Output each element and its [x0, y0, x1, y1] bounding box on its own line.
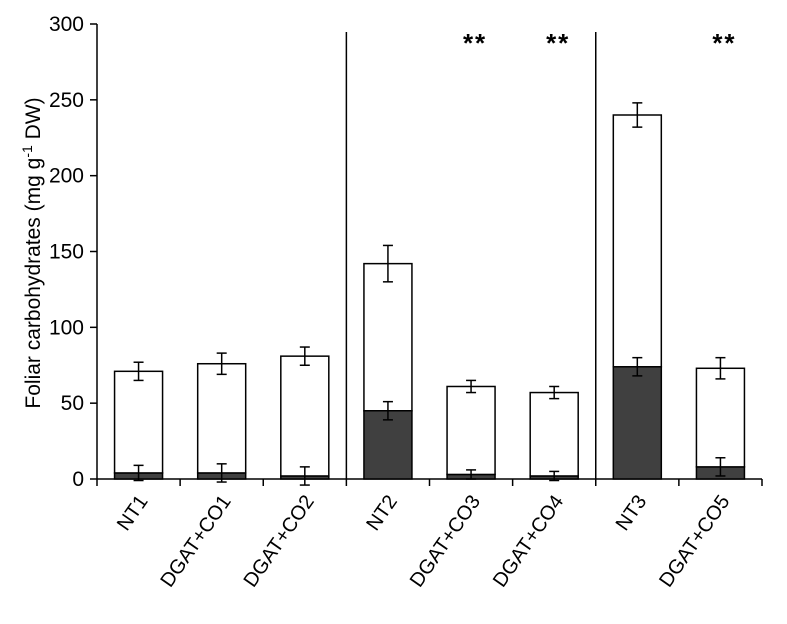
bar-segment [363, 410, 413, 480]
bars [113, 114, 746, 480]
y-tick-label: 0 [72, 468, 84, 491]
error-bars [133, 102, 726, 486]
y-tick-label: 300 [49, 13, 84, 36]
bar-segment [612, 114, 663, 368]
y-axis-title: Foliar carbohydrates (mg g-1 DW) [19, 97, 45, 408]
category-labels: NT1 DGAT+CO1 DGAT+CO2 NT2 DGAT+CO3 DGAT+CO4 NT… [113, 491, 735, 591]
y-tick-label: 150 [49, 241, 84, 264]
significance-label: ** [712, 28, 736, 58]
group-separators [345, 32, 597, 479]
bar-segment [695, 367, 746, 468]
bar-segment [280, 355, 330, 477]
category-label: DGAT+CO4 [489, 491, 568, 591]
bar-segment [612, 366, 663, 480]
category-label: NT1 [113, 491, 153, 535]
category-label: DGAT+CO3 [406, 491, 485, 591]
y-tick-label: 100 [49, 316, 84, 339]
category-label: NT3 [612, 491, 652, 535]
x-axis [96, 478, 763, 486]
bar-segment [196, 362, 247, 474]
category-label: DGAT+CO2 [240, 491, 319, 591]
significance-label: ** [546, 28, 570, 58]
bar-segment [113, 370, 164, 474]
category-label: DGAT+CO5 [655, 491, 734, 591]
y-tick-label: 50 [61, 392, 84, 415]
y-tick-label: 200 [49, 165, 84, 188]
category-label: NT2 [362, 491, 402, 535]
y-tick-label: 250 [49, 89, 84, 112]
significance-labels: ** ** ** [463, 28, 736, 58]
bar-segment [529, 391, 579, 477]
y-axis: 0 50 100 150 200 250 300 [49, 13, 98, 491]
significance-label: ** [463, 28, 487, 58]
category-label: DGAT+CO1 [156, 491, 235, 591]
bar-segment [446, 385, 496, 476]
bar-segment [363, 262, 413, 412]
